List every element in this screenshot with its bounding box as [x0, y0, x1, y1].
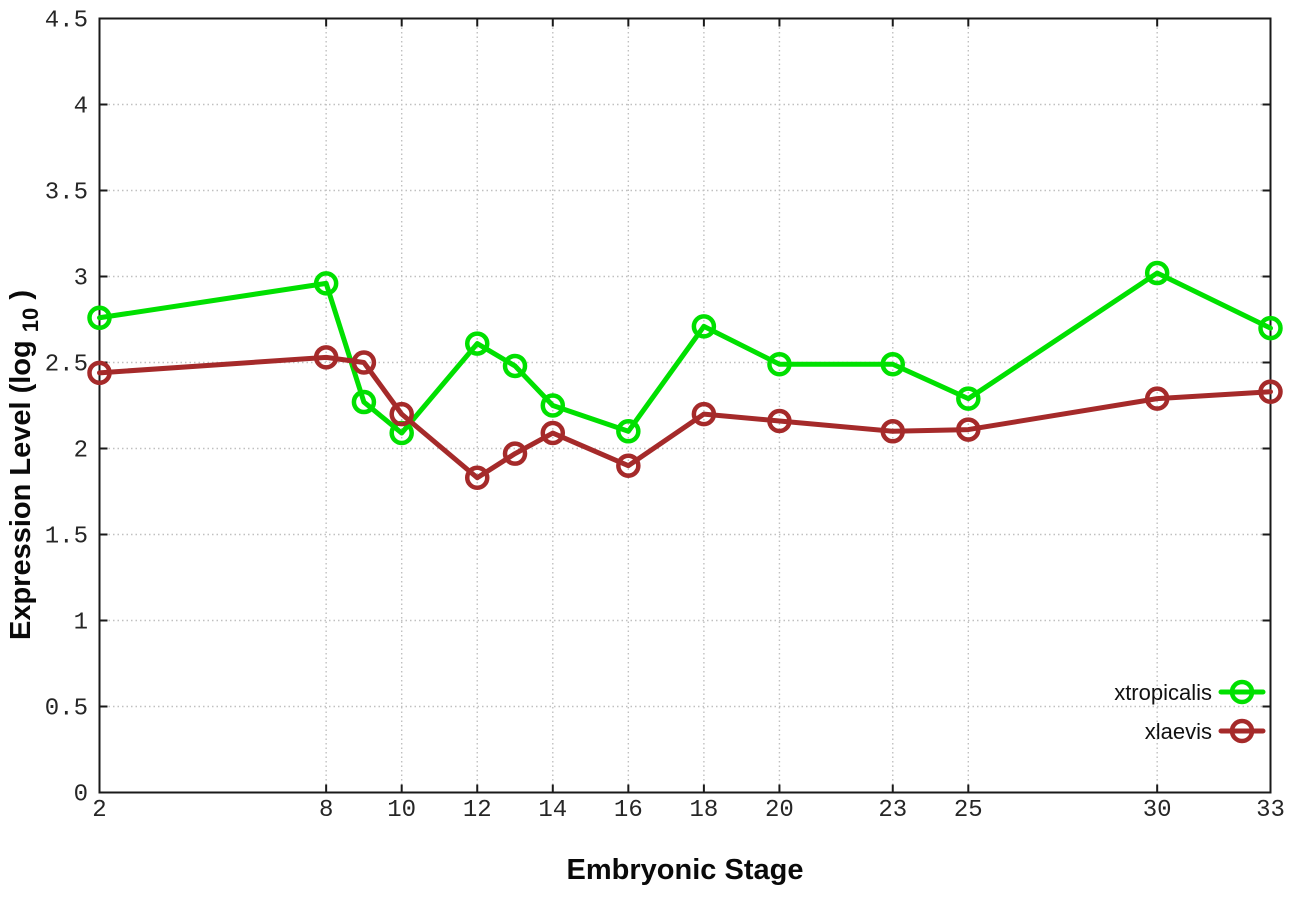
data-point-marker-xlaevis — [1144, 386, 1170, 411]
data-series — [87, 260, 1283, 490]
legend: xtropicalis xlaevis — [1114, 679, 1266, 744]
x-axis-title: Embryonic Stage — [567, 854, 804, 886]
data-point-marker-xlaevis — [956, 417, 981, 442]
series-line-xlaevis — [97, 354, 1273, 481]
y-tick-label: 2 — [74, 438, 88, 465]
y-axis-title: Expression Level (log 10 ) — [5, 290, 45, 640]
x-tick-labels: 2 8 10 12 14 16 18 20 23 25 30 33 — [92, 797, 1285, 824]
data-point-marker-xtropicalis — [351, 389, 377, 415]
y-tick-label: 0 — [74, 782, 88, 809]
x-tick-label: 33 — [1256, 797, 1285, 824]
data-point-marker-xtropicalis — [1144, 260, 1170, 286]
data-point-marker-xtropicalis — [880, 351, 906, 377]
data-point-marker-xlaevis — [616, 453, 641, 478]
y-axis-title-subscript: 10 — [18, 308, 43, 332]
gridlines — [99, 18, 1271, 793]
data-point-marker-xlaevis — [880, 419, 906, 444]
data-point-marker-xlaevis — [464, 465, 490, 490]
data-point-marker-xlaevis — [87, 360, 112, 386]
x-tick-label: 12 — [463, 797, 492, 824]
x-tick-label: 8 — [319, 797, 333, 824]
data-point-marker-xlaevis — [389, 401, 414, 427]
y-tick-label: 2.5 — [45, 352, 88, 379]
data-point-marker-xlaevis — [767, 408, 792, 434]
legend-label-xtropicalis: xtropicalis — [1114, 680, 1212, 705]
data-point-marker-xlaevis — [540, 420, 566, 446]
y-tick-label: 1.5 — [45, 524, 88, 551]
data-point-marker-xtropicalis — [502, 353, 528, 379]
data-point-marker-xlaevis — [313, 345, 339, 370]
plot-border — [98, 17, 1272, 794]
data-point-marker-xtropicalis — [616, 419, 641, 444]
data-point-marker-xtropicalis — [464, 331, 490, 356]
x-tick-label: 2 — [92, 797, 106, 824]
x-tick-label: 18 — [689, 797, 718, 824]
data-point-marker-xtropicalis — [767, 351, 792, 377]
x-tick-label: 23 — [878, 797, 907, 824]
data-point-marker-xlaevis — [502, 441, 528, 466]
x-tick-label: 16 — [614, 797, 643, 824]
tick-marks — [98, 17, 1272, 794]
y-tick-label: 3 — [74, 266, 88, 293]
x-tick-label: 30 — [1143, 797, 1172, 824]
y-axis-title-close: ) — [5, 290, 37, 300]
data-point-marker-xtropicalis — [1258, 315, 1283, 341]
data-point-marker-xtropicalis — [956, 386, 981, 411]
data-point-marker-xlaevis — [351, 350, 377, 375]
legend-label-xlaevis: xlaevis — [1145, 719, 1212, 744]
data-point-marker-xtropicalis — [540, 393, 566, 418]
y-tick-labels: 0 0.5 1 1.5 2 2.5 3 3.5 4 4.5 — [45, 8, 88, 809]
legend-marker-xtropicalis — [1229, 679, 1255, 705]
data-point-marker-xlaevis — [1258, 379, 1283, 404]
x-tick-label: 14 — [538, 797, 567, 824]
y-axis-title-main: Expression Level (log — [5, 340, 37, 640]
data-point-marker-xtropicalis — [87, 305, 112, 331]
y-tick-label: 3.5 — [45, 180, 88, 207]
x-tick-label: 10 — [387, 797, 416, 824]
y-tick-label: 4 — [74, 94, 88, 121]
y-tick-label: 1 — [74, 610, 88, 637]
data-point-marker-xtropicalis — [313, 271, 339, 296]
data-point-marker-xtropicalis — [691, 314, 717, 339]
data-point-marker-xlaevis — [691, 401, 717, 427]
x-tick-label: 25 — [954, 797, 983, 824]
legend-marker-xlaevis — [1229, 718, 1255, 744]
x-tick-label: 20 — [765, 797, 794, 824]
y-tick-label: 4.5 — [45, 8, 88, 35]
y-tick-label: 0.5 — [45, 696, 88, 723]
